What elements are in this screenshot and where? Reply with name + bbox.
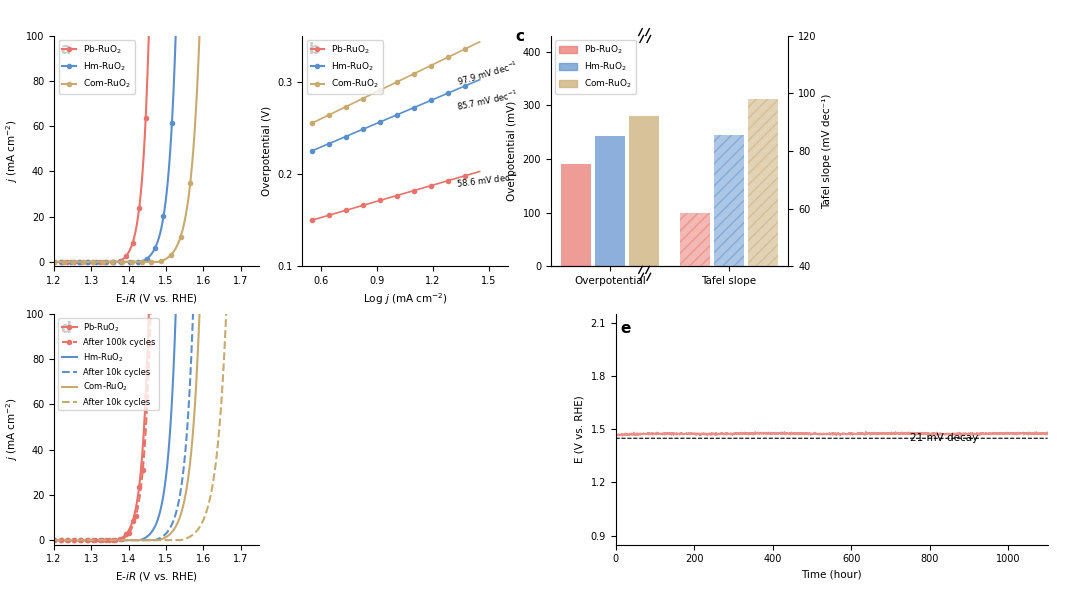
Bar [595, 136, 625, 266]
Text: c: c [515, 28, 524, 44]
Y-axis label: $j$ (mA cm$^{-2}$): $j$ (mA cm$^{-2}$) [4, 119, 21, 183]
Text: b: b [309, 43, 320, 57]
Legend: Pb-RuO$_2$, Hm-RuO$_2$, Com-RuO$_2$: Pb-RuO$_2$, Hm-RuO$_2$, Com-RuO$_2$ [58, 40, 135, 94]
Bar [680, 213, 710, 382]
Y-axis label: E (V vs. RHE): E (V vs. RHE) [575, 395, 585, 463]
Y-axis label: Overpotential (V): Overpotential (V) [261, 106, 272, 196]
Text: 85.7 mV dec$^{-1}$: 85.7 mV dec$^{-1}$ [456, 88, 519, 113]
X-axis label: Log $j$ (mA cm$^{-2}$): Log $j$ (mA cm$^{-2}$) [363, 292, 447, 307]
Text: d: d [60, 321, 71, 336]
Bar [562, 165, 591, 266]
Bar [748, 99, 778, 382]
Bar [630, 116, 659, 266]
Text: 21 mV decay: 21 mV decay [910, 433, 978, 443]
X-axis label: E-$iR$ (V vs. RHE): E-$iR$ (V vs. RHE) [116, 292, 198, 305]
Legend: Pb-RuO$_2$, Hm-RuO$_2$, Com-RuO$_2$: Pb-RuO$_2$, Hm-RuO$_2$, Com-RuO$_2$ [307, 40, 383, 94]
Legend: Pb-RuO$_2$, After 100k cycles, Hm-RuO$_2$, After 10k cycles, Com-RuO$_2$, After : Pb-RuO$_2$, After 100k cycles, Hm-RuO$_2… [58, 318, 159, 410]
Legend: Pb-RuO$_2$, Hm-RuO$_2$, Com-RuO$_2$: Pb-RuO$_2$, Hm-RuO$_2$, Com-RuO$_2$ [555, 40, 636, 94]
Y-axis label: Overpotential (mV): Overpotential (mV) [507, 101, 517, 201]
X-axis label: Time (hour): Time (hour) [801, 570, 862, 580]
X-axis label: E-$iR$ (V vs. RHE): E-$iR$ (V vs. RHE) [116, 570, 198, 583]
Bar [714, 134, 744, 382]
Text: 58.6 mV dec$^{-1}$: 58.6 mV dec$^{-1}$ [456, 170, 519, 190]
Text: a: a [60, 43, 70, 57]
Y-axis label: Tafel slope (mV dec⁻¹): Tafel slope (mV dec⁻¹) [822, 94, 833, 208]
Y-axis label: $j$ (mA cm$^{-2}$): $j$ (mA cm$^{-2}$) [4, 397, 21, 461]
Text: e: e [620, 321, 631, 336]
Text: 97.9 mV dec$^{-1}$: 97.9 mV dec$^{-1}$ [456, 59, 519, 88]
